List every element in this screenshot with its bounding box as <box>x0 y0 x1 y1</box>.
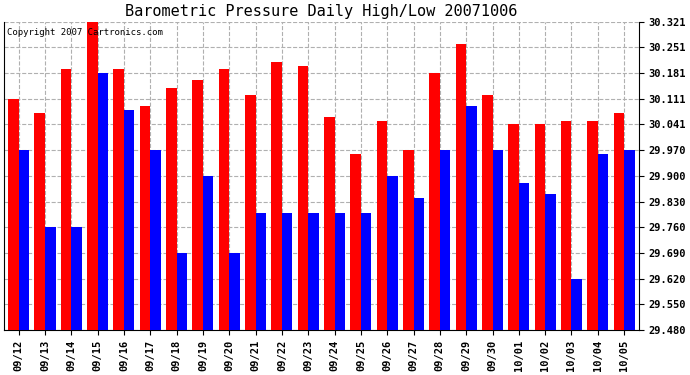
Bar <box>324 117 335 330</box>
Bar <box>297 66 308 330</box>
Bar <box>229 252 240 330</box>
Bar <box>455 44 466 330</box>
Bar <box>34 113 45 330</box>
Bar <box>97 73 108 330</box>
Bar <box>150 150 161 330</box>
Bar <box>203 176 213 330</box>
Bar <box>177 252 187 330</box>
Bar <box>598 154 609 330</box>
Bar <box>509 124 519 330</box>
Bar <box>403 150 413 330</box>
Bar <box>45 227 55 330</box>
Bar <box>166 88 177 330</box>
Bar <box>335 213 345 330</box>
Bar <box>587 121 598 330</box>
Bar <box>308 213 319 330</box>
Bar <box>219 69 229 330</box>
Bar <box>271 62 282 330</box>
Text: Copyright 2007 Cartronics.com: Copyright 2007 Cartronics.com <box>8 28 164 37</box>
Bar <box>140 106 150 330</box>
Bar <box>613 113 624 330</box>
Bar <box>124 110 135 330</box>
Bar <box>19 150 29 330</box>
Bar <box>413 198 424 330</box>
Bar <box>245 95 255 330</box>
Bar <box>440 150 451 330</box>
Bar <box>466 106 477 330</box>
Title: Barometric Pressure Daily High/Low 20071006: Barometric Pressure Daily High/Low 20071… <box>125 4 518 19</box>
Bar <box>87 18 97 330</box>
Bar <box>377 121 387 330</box>
Bar <box>493 150 503 330</box>
Bar <box>545 194 555 330</box>
Bar <box>351 154 361 330</box>
Bar <box>429 73 440 330</box>
Bar <box>624 150 635 330</box>
Bar <box>71 227 82 330</box>
Bar <box>113 69 124 330</box>
Bar <box>571 279 582 330</box>
Bar <box>535 124 545 330</box>
Bar <box>482 95 493 330</box>
Bar <box>8 99 19 330</box>
Bar <box>61 69 71 330</box>
Bar <box>387 176 397 330</box>
Bar <box>193 80 203 330</box>
Bar <box>519 183 529 330</box>
Bar <box>255 213 266 330</box>
Bar <box>561 121 571 330</box>
Bar <box>361 213 371 330</box>
Bar <box>282 213 293 330</box>
